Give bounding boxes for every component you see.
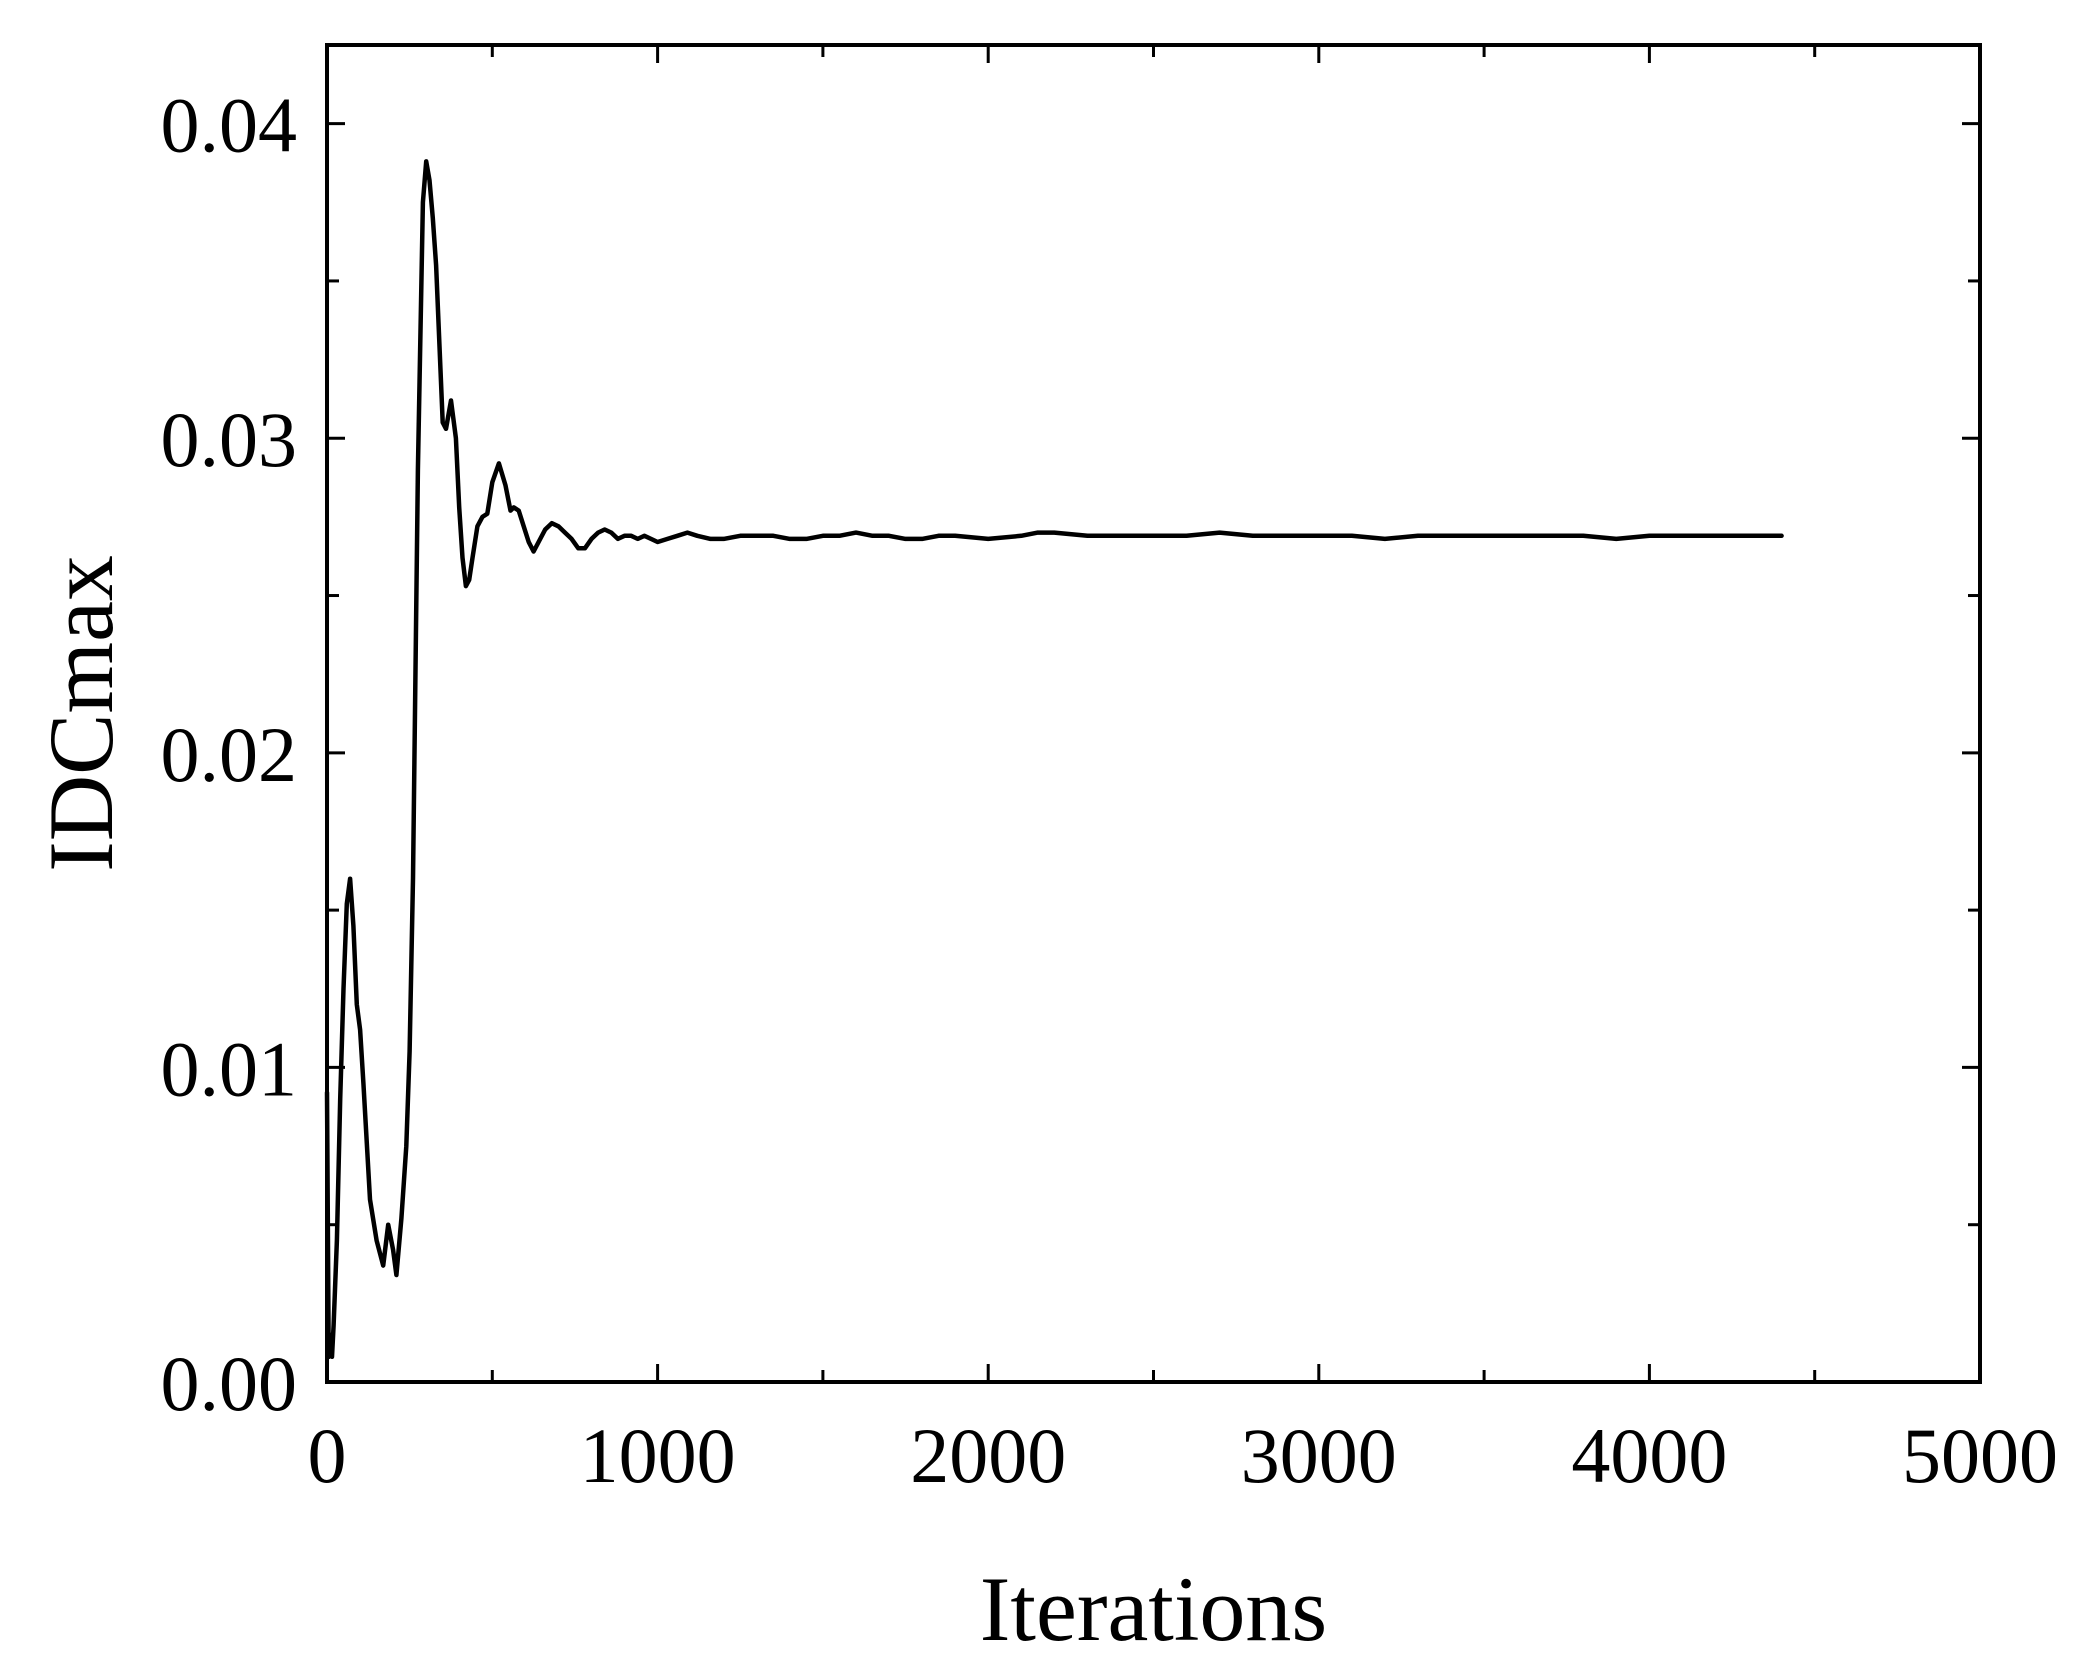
x-tick-label: 2000 — [910, 1412, 1066, 1499]
tick-labels: 0 1000 2000 3000 4000 5000 0.00 0.01 0.02 0.03 0.0… — [161, 82, 2059, 1499]
y-tick-label: 0.04 — [161, 82, 298, 169]
y-tick-label: 0.00 — [161, 1340, 298, 1427]
x-tick-label: 3000 — [1241, 1412, 1397, 1499]
y-tick-label: 0.01 — [161, 1025, 298, 1112]
x-tick-label: 5000 — [1902, 1412, 2058, 1499]
x-tick-label: 0 — [308, 1412, 347, 1499]
plot-frame — [325, 43, 1982, 1384]
y-axis-title: IDCmax — [30, 555, 132, 872]
series-line — [324, 159, 1784, 1360]
y-tick-label: 0.03 — [161, 396, 298, 483]
x-tick-label: 4000 — [1571, 1412, 1727, 1499]
y-tick-label: 0.02 — [161, 711, 298, 798]
x-tick-label: 1000 — [580, 1412, 736, 1499]
axis-ticks — [325, 45, 1982, 1384]
x-axis-title: Iterations — [980, 1558, 1327, 1660]
